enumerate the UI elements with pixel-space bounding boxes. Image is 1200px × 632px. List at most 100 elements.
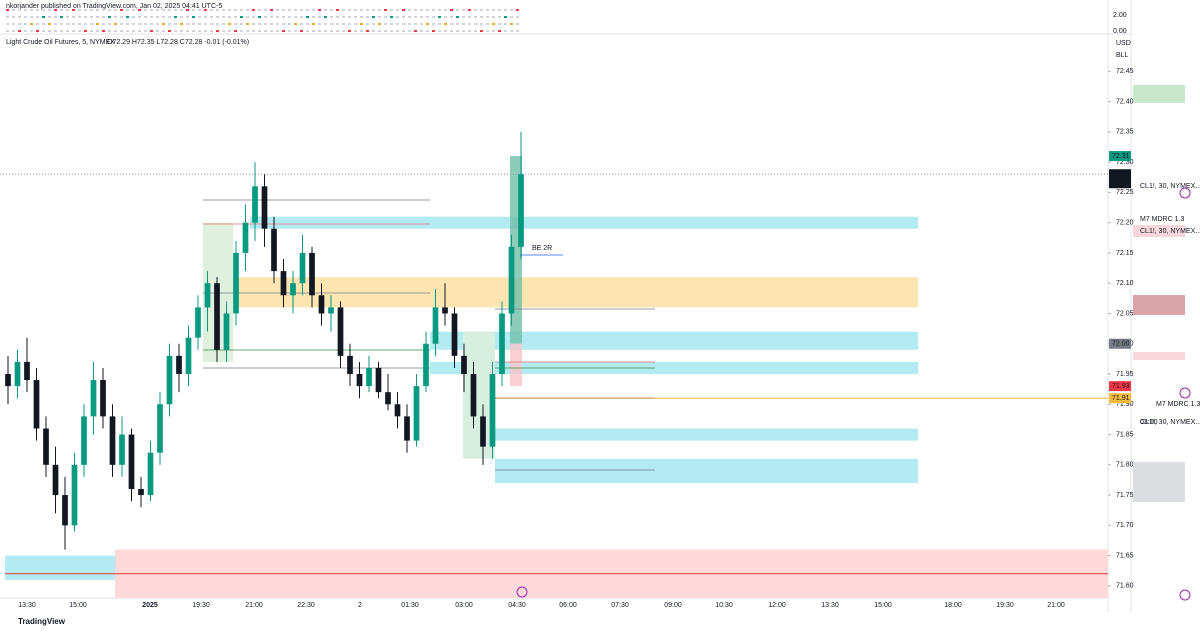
candle-body <box>461 355 467 375</box>
y-tick-label: 72.40 <box>1116 98 1134 105</box>
indicator-dot <box>228 23 231 25</box>
indicator-dot <box>114 16 117 18</box>
indicator-dot <box>24 9 27 11</box>
x-tick-label: 21:00 <box>1047 602 1065 609</box>
indicator-dot <box>42 30 45 32</box>
x-tick-label: 04:30 <box>508 602 526 609</box>
indicator-dot <box>210 30 213 32</box>
indicator-dot <box>270 30 273 32</box>
indicator-dot <box>486 16 489 18</box>
indicator-dot <box>102 30 105 32</box>
indicator-dot <box>102 9 105 11</box>
indicator-dot <box>354 23 357 25</box>
indicator-dot <box>294 16 297 18</box>
indicator-dot <box>42 23 45 25</box>
indicator-dot <box>150 23 153 25</box>
side-zone <box>1133 225 1185 237</box>
price-tag-label: 71.91 <box>1112 395 1130 402</box>
indicator-dot <box>402 30 405 32</box>
indicator-dot <box>84 9 87 11</box>
indicator-dot <box>198 30 201 32</box>
indicator-dot <box>150 9 153 11</box>
indicator-dot <box>516 16 519 18</box>
indicator-dot <box>102 16 105 18</box>
indicator-dot <box>456 23 459 25</box>
indicator-dot <box>96 30 99 32</box>
indicator-dot <box>474 9 477 11</box>
y-tick-label: 72.35 <box>1116 129 1134 136</box>
candle-body <box>423 343 429 387</box>
indicator-dot <box>462 9 465 11</box>
indicator-dot <box>246 9 249 11</box>
indicator-dot <box>204 23 207 25</box>
indicator-dot <box>18 23 21 25</box>
indicator-dot <box>516 30 519 32</box>
indicator-dot <box>492 23 495 25</box>
indicator-dot <box>126 9 129 11</box>
indicator-dot <box>180 30 183 32</box>
indicator-dot <box>96 16 99 18</box>
indicator-dot <box>126 23 129 25</box>
indicator-dot <box>306 9 309 11</box>
indicator-dot <box>210 23 213 25</box>
candle-body <box>109 416 116 465</box>
indicator-dot <box>366 16 369 18</box>
candle-body <box>413 386 420 441</box>
x-tick-label: 15:00 <box>874 602 892 609</box>
indicator-dot <box>54 23 57 25</box>
price-tag <box>1109 169 1131 189</box>
indicator-dot <box>228 30 231 32</box>
indicator-dot <box>144 16 147 18</box>
indicator-dot <box>276 30 279 32</box>
indicator-dot <box>270 16 273 18</box>
indicator-dot <box>108 30 111 32</box>
indicator-dot <box>474 30 477 32</box>
indicator-dot <box>504 30 507 32</box>
indicator-dot <box>96 23 99 25</box>
y-tick-label: 72.45 <box>1116 68 1134 75</box>
candle-body <box>195 307 201 338</box>
indicator-dot <box>174 9 177 11</box>
indicator-dot <box>168 9 171 11</box>
indicator-dot <box>66 9 69 11</box>
candle-body <box>404 416 410 441</box>
x-tick-label: 18:00 <box>944 602 962 609</box>
candle-body <box>204 283 211 308</box>
indicator-dot <box>168 23 171 25</box>
side-zone <box>1133 352 1185 360</box>
indicator-dot <box>378 16 381 18</box>
indicator-dot <box>192 9 195 11</box>
indicator-dot <box>408 30 411 32</box>
indicator-dot <box>120 30 123 32</box>
indicator-dot <box>300 23 303 25</box>
side-zone <box>1133 295 1185 315</box>
zone <box>495 428 918 441</box>
indicator-dot <box>36 9 39 11</box>
indicator-dot <box>366 30 369 32</box>
indicator-dot <box>282 16 285 18</box>
indicator-dot <box>390 23 393 25</box>
price-tag <box>1109 381 1131 392</box>
indicator-dot <box>432 30 435 32</box>
indicator-dot <box>84 23 87 25</box>
y-tick-label: 71.85 <box>1116 431 1134 438</box>
indicator-dot <box>174 23 177 25</box>
y-tick-label: 72.05 <box>1116 310 1134 317</box>
candle-body <box>347 355 353 375</box>
x-tick-label: 13:30 <box>18 602 36 609</box>
indicator-dot <box>30 9 33 11</box>
indicator-dot <box>378 9 381 11</box>
candle-body <box>271 228 277 272</box>
y-tick-label: 71.75 <box>1116 492 1134 499</box>
indicator-dot <box>204 30 207 32</box>
y-tick-label: 72.10 <box>1116 280 1134 287</box>
indicator-dot <box>270 23 273 25</box>
indicator-dot <box>78 16 81 18</box>
indicator-dot <box>390 30 393 32</box>
indicator-dot <box>432 9 435 11</box>
candle-body <box>309 252 315 296</box>
indicator-dot <box>492 30 495 32</box>
indicator-dot <box>438 16 441 18</box>
x-tick-label: 03:00 <box>455 602 473 609</box>
indicator-dot <box>150 30 153 32</box>
